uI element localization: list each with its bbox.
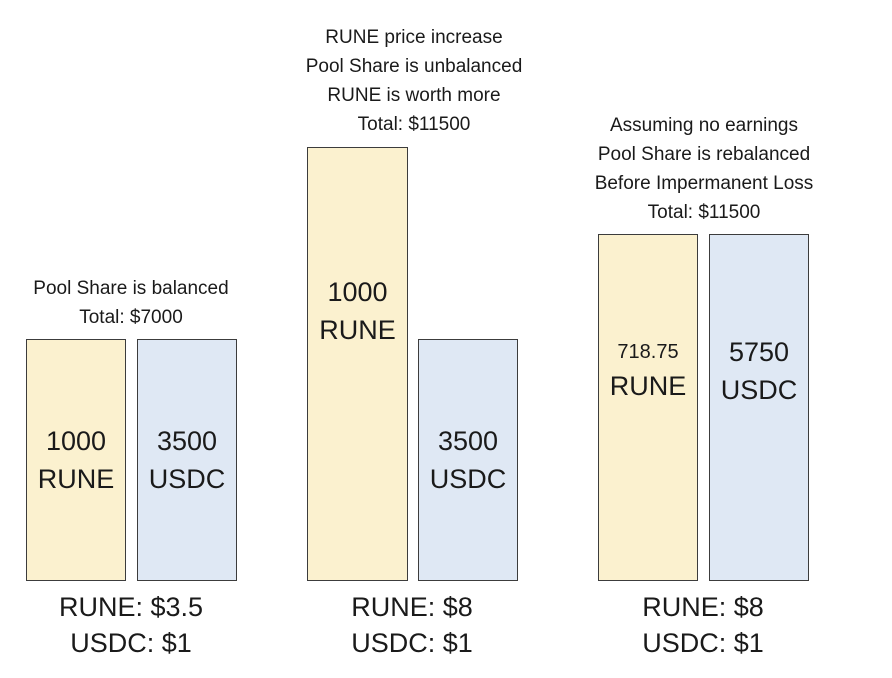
panel-2-rune-bar: 1000 RUNE xyxy=(307,147,408,581)
panel-2-caption-line: RUNE is worth more xyxy=(327,85,501,106)
panel-1-usdc-bar: 3500 USDC xyxy=(137,339,237,581)
panel-3-caption-line: Assuming no earnings xyxy=(610,115,798,136)
panel-2-usdc-price: USDC: $1 xyxy=(351,628,473,658)
panel-1-caption: Pool Share is balanced Total: $7000 xyxy=(0,274,262,332)
panel-3-caption-line: Before Impermanent Loss xyxy=(594,173,814,194)
panel-1-usdc-token: USDC xyxy=(148,464,226,494)
panel-1-rune-amount: 1000 xyxy=(45,426,107,456)
panel-3-rune-token: RUNE xyxy=(609,370,687,401)
panel-2-caption-line: RUNE price increase xyxy=(325,27,503,48)
panel-1-rune-price: RUNE: $3.5 xyxy=(58,592,204,622)
panel-3-usdc-price: USDC: $1 xyxy=(642,628,764,658)
panel-2-rune-token: RUNE xyxy=(319,315,396,345)
panel-2-usdc-token: USDC xyxy=(429,464,507,494)
panel-3-usdc-token: USDC xyxy=(720,374,798,405)
panel-1-prices: RUNE: $3.5 USDC: $1 xyxy=(31,589,231,661)
panel-2-rune-price: RUNE: $8 xyxy=(351,592,473,622)
panel-3-prices: RUNE: $8 USDC: $1 xyxy=(603,589,803,661)
panel-1-caption-line: Pool Share is balanced xyxy=(33,278,229,299)
panel-2-caption: RUNE price increase Pool Share is unbala… xyxy=(268,23,560,139)
panel-3-rune-price: RUNE: $8 xyxy=(642,592,764,622)
panel-2-usdc-amount: 3500 xyxy=(437,426,499,456)
panel-3-usdc-amount: 5750 xyxy=(728,336,790,367)
panel-2-caption-line: Total: $11500 xyxy=(357,114,471,135)
panel-1-caption-line: Total: $7000 xyxy=(79,307,183,328)
panel-1-rune-bar: 1000 RUNE xyxy=(26,339,126,581)
panel-3-caption-line: Pool Share is rebalanced xyxy=(597,144,811,165)
panel-2-prices: RUNE: $8 USDC: $1 xyxy=(312,589,512,661)
panel-2-caption-line: Pool Share is unbalanced xyxy=(305,56,523,77)
panel-2-rune-amount: 1000 xyxy=(327,277,388,307)
panel-1-usdc-price: USDC: $1 xyxy=(70,628,192,658)
panel-3-rune-amount: 718.75 xyxy=(617,340,679,363)
panel-3-rune-bar: 718.75 RUNE xyxy=(598,234,698,581)
panel-3-caption-line: Total: $11500 xyxy=(647,202,761,223)
panel-1-usdc-amount: 3500 xyxy=(156,426,218,456)
panel-2-usdc-bar: 3500 USDC xyxy=(418,339,518,581)
panel-3-caption: Assuming no earnings Pool Share is rebal… xyxy=(558,111,850,227)
panel-1-rune-token: RUNE xyxy=(37,464,115,494)
panel-3-usdc-bar: 5750 USDC xyxy=(709,234,809,581)
